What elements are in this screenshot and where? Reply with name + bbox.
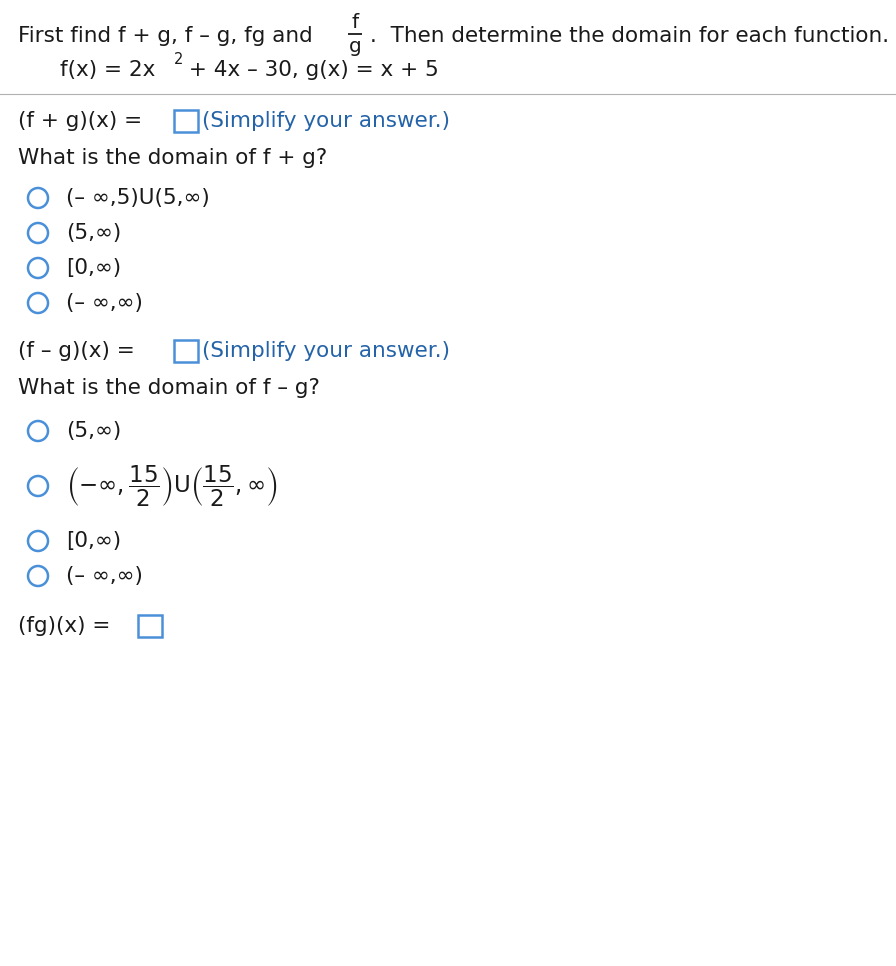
Text: (Simplify your answer.): (Simplify your answer.) [202, 341, 450, 361]
Text: .  Then determine the domain for each function.: . Then determine the domain for each fun… [370, 26, 889, 46]
Text: (fg)(x) =: (fg)(x) = [18, 616, 110, 636]
FancyBboxPatch shape [138, 615, 162, 637]
Text: (Simplify your answer.): (Simplify your answer.) [202, 111, 450, 131]
Text: f: f [351, 14, 358, 33]
Text: (f + g)(x) =: (f + g)(x) = [18, 111, 142, 131]
Text: (– ∞,∞): (– ∞,∞) [66, 566, 142, 586]
Text: (– ∞,5)U(5,∞): (– ∞,5)U(5,∞) [66, 188, 210, 208]
Text: (5,∞): (5,∞) [66, 223, 121, 243]
Text: $\left(-\infty,\dfrac{15}{2}\right)\mathrm{U}\left(\dfrac{15}{2},\infty\right)$: $\left(-\infty,\dfrac{15}{2}\right)\math… [66, 464, 278, 508]
Text: (f – g)(x) =: (f – g)(x) = [18, 341, 134, 361]
Text: g: g [349, 38, 361, 56]
Text: 2: 2 [174, 52, 184, 68]
Text: What is the domain of f – g?: What is the domain of f – g? [18, 378, 320, 398]
Text: (5,∞): (5,∞) [66, 421, 121, 441]
FancyBboxPatch shape [174, 340, 198, 362]
Text: (– ∞,∞): (– ∞,∞) [66, 293, 142, 313]
Text: What is the domain of f + g?: What is the domain of f + g? [18, 148, 327, 168]
Text: [0,∞): [0,∞) [66, 258, 121, 278]
Text: + 4x – 30, g(x) = x + 5: + 4x – 30, g(x) = x + 5 [182, 60, 439, 80]
Text: First find f + g, f – g, fg and: First find f + g, f – g, fg and [18, 26, 313, 46]
FancyBboxPatch shape [174, 110, 198, 132]
Text: [0,∞): [0,∞) [66, 531, 121, 551]
Text: f(x) = 2x: f(x) = 2x [60, 60, 155, 80]
